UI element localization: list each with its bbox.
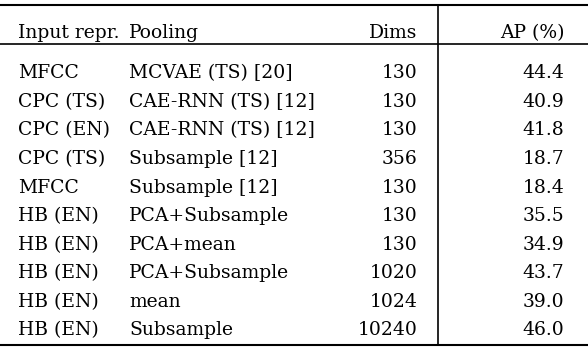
Text: Pooling: Pooling xyxy=(129,24,199,42)
Text: 40.9: 40.9 xyxy=(523,93,564,111)
Text: CAE-RNN (TS) [12]: CAE-RNN (TS) [12] xyxy=(129,93,315,111)
Text: 10240: 10240 xyxy=(358,321,417,339)
Text: PCA+Subsample: PCA+Subsample xyxy=(129,207,289,225)
Text: 130: 130 xyxy=(382,121,417,140)
Text: CPC (EN): CPC (EN) xyxy=(18,121,109,140)
Text: 130: 130 xyxy=(382,236,417,254)
Text: 46.0: 46.0 xyxy=(523,321,564,339)
Text: HB (EN): HB (EN) xyxy=(18,207,98,225)
Text: 130: 130 xyxy=(382,93,417,111)
Text: 130: 130 xyxy=(382,207,417,225)
Text: 18.4: 18.4 xyxy=(523,179,564,197)
Text: HB (EN): HB (EN) xyxy=(18,236,98,254)
Text: Subsample [12]: Subsample [12] xyxy=(129,179,278,197)
Text: MCVAE (TS) [20]: MCVAE (TS) [20] xyxy=(129,64,293,82)
Text: 43.7: 43.7 xyxy=(523,264,564,282)
Text: 39.0: 39.0 xyxy=(523,293,564,311)
Text: mean: mean xyxy=(129,293,181,311)
Text: 41.8: 41.8 xyxy=(523,121,564,140)
Text: 34.9: 34.9 xyxy=(523,236,564,254)
Text: 130: 130 xyxy=(382,179,417,197)
Text: CPC (TS): CPC (TS) xyxy=(18,93,105,111)
Text: 356: 356 xyxy=(382,150,417,168)
Text: HB (EN): HB (EN) xyxy=(18,293,98,311)
Text: PCA+mean: PCA+mean xyxy=(129,236,237,254)
Text: Subsample [12]: Subsample [12] xyxy=(129,150,278,168)
Text: 130: 130 xyxy=(382,64,417,82)
Text: CAE-RNN (TS) [12]: CAE-RNN (TS) [12] xyxy=(129,121,315,140)
Text: CPC (TS): CPC (TS) xyxy=(18,150,105,168)
Text: MFCC: MFCC xyxy=(18,64,79,82)
Text: 44.4: 44.4 xyxy=(523,64,564,82)
Text: Subsample: Subsample xyxy=(129,321,233,339)
Text: 18.7: 18.7 xyxy=(523,150,564,168)
Text: Dims: Dims xyxy=(369,24,417,42)
Text: 35.5: 35.5 xyxy=(523,207,564,225)
Text: 1020: 1020 xyxy=(370,264,417,282)
Text: AP (%): AP (%) xyxy=(500,24,564,42)
Text: MFCC: MFCC xyxy=(18,179,79,197)
Text: HB (EN): HB (EN) xyxy=(18,321,98,339)
Text: Input repr.: Input repr. xyxy=(18,24,119,42)
Text: 1024: 1024 xyxy=(370,293,417,311)
Text: HB (EN): HB (EN) xyxy=(18,264,98,282)
Text: PCA+Subsample: PCA+Subsample xyxy=(129,264,289,282)
